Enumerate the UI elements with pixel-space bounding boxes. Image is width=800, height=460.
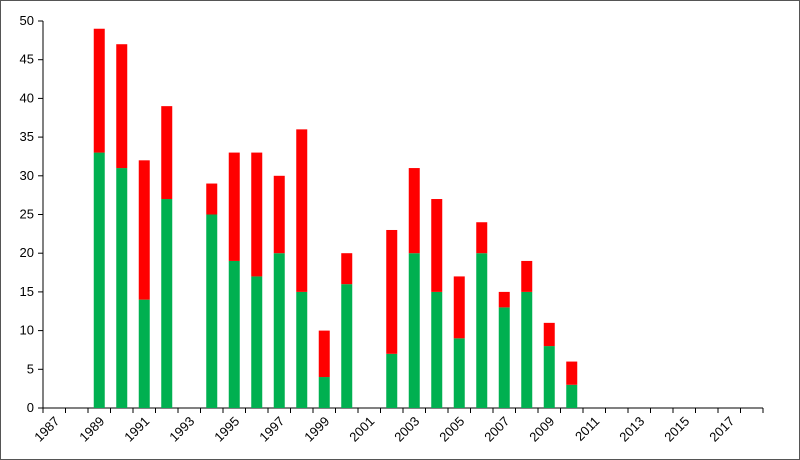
x-tick-label: 1989 bbox=[76, 414, 107, 445]
bar-segment-upper bbox=[566, 361, 578, 385]
bar-segment-lower bbox=[228, 260, 240, 408]
bar-segment-upper bbox=[543, 322, 555, 347]
x-tick-label: 2013 bbox=[616, 414, 647, 445]
bar-segment-upper bbox=[206, 183, 218, 215]
x-tick-label: 2017 bbox=[706, 414, 737, 445]
y-tick-label: 5 bbox=[27, 361, 34, 376]
bar-segment-upper bbox=[228, 152, 240, 261]
bar-segment-upper bbox=[318, 330, 330, 378]
bar-segment-lower bbox=[476, 253, 488, 408]
y-tick-label: 40 bbox=[20, 90, 34, 105]
x-tick-label: 2015 bbox=[661, 414, 692, 445]
x-tick-label: 1999 bbox=[301, 414, 332, 445]
bar-segment-upper bbox=[251, 152, 263, 277]
bar-segment-lower bbox=[431, 291, 443, 408]
x-tick-label: 1987 bbox=[31, 414, 62, 445]
y-tick-label: 50 bbox=[20, 13, 34, 28]
bar-segment-lower bbox=[273, 253, 285, 408]
y-tick-label: 0 bbox=[27, 400, 34, 415]
y-tick-label: 45 bbox=[20, 52, 34, 67]
bar-segment-lower bbox=[116, 168, 128, 408]
bar-segment-lower bbox=[206, 214, 218, 408]
y-tick-label: 10 bbox=[20, 323, 34, 338]
x-tick-label: 2003 bbox=[391, 414, 422, 445]
bar-segment-lower bbox=[161, 199, 173, 408]
y-tick-label: 15 bbox=[20, 284, 34, 299]
bar-segment-upper bbox=[296, 129, 308, 292]
bar-segment-upper bbox=[273, 175, 285, 254]
x-tick-label: 1997 bbox=[256, 414, 287, 445]
x-tick-label: 2001 bbox=[346, 414, 377, 445]
y-tick-label: 30 bbox=[20, 168, 34, 183]
x-tick-label: 2005 bbox=[436, 414, 467, 445]
bar-segment-lower bbox=[138, 299, 150, 408]
bar-segment-upper bbox=[386, 229, 398, 354]
x-tick-label: 1991 bbox=[121, 414, 152, 445]
bar-segment-lower bbox=[566, 384, 578, 408]
x-tick-label: 2011 bbox=[572, 414, 602, 444]
bar-segment-lower bbox=[296, 291, 308, 408]
bar-segment-lower bbox=[498, 307, 510, 408]
bar-segment-lower bbox=[93, 152, 105, 408]
y-tick-label: 25 bbox=[20, 207, 34, 222]
bar-segment-upper bbox=[138, 160, 150, 300]
bar-segment-upper bbox=[93, 28, 105, 153]
bar-segment-lower bbox=[251, 276, 263, 408]
y-tick-label: 20 bbox=[20, 245, 34, 260]
x-tick-label: 1993 bbox=[166, 414, 197, 445]
bar-segment-lower bbox=[408, 253, 420, 408]
bar-segment-upper bbox=[476, 222, 488, 254]
x-tick-label: 1995 bbox=[211, 414, 242, 445]
bar-segment-lower bbox=[543, 346, 555, 408]
bar-segment-upper bbox=[498, 291, 510, 308]
bar-segment-upper bbox=[408, 168, 420, 254]
bar-segment-upper bbox=[431, 199, 443, 292]
bar-segment-upper bbox=[453, 276, 465, 339]
bar-segment-upper bbox=[521, 260, 533, 292]
bar-segment-upper bbox=[161, 106, 173, 200]
x-tick-label: 2007 bbox=[481, 414, 512, 445]
bar-segment-lower bbox=[521, 291, 533, 408]
bar-segment-lower bbox=[341, 284, 353, 408]
bar-segment-upper bbox=[116, 44, 128, 169]
bar-segment-lower bbox=[318, 377, 330, 408]
bar-segment-upper bbox=[341, 253, 353, 285]
bar-segment-lower bbox=[453, 338, 465, 408]
y-tick-label: 35 bbox=[20, 129, 34, 144]
x-tick-label: 2009 bbox=[526, 414, 557, 445]
bar-segment-lower bbox=[386, 353, 398, 408]
